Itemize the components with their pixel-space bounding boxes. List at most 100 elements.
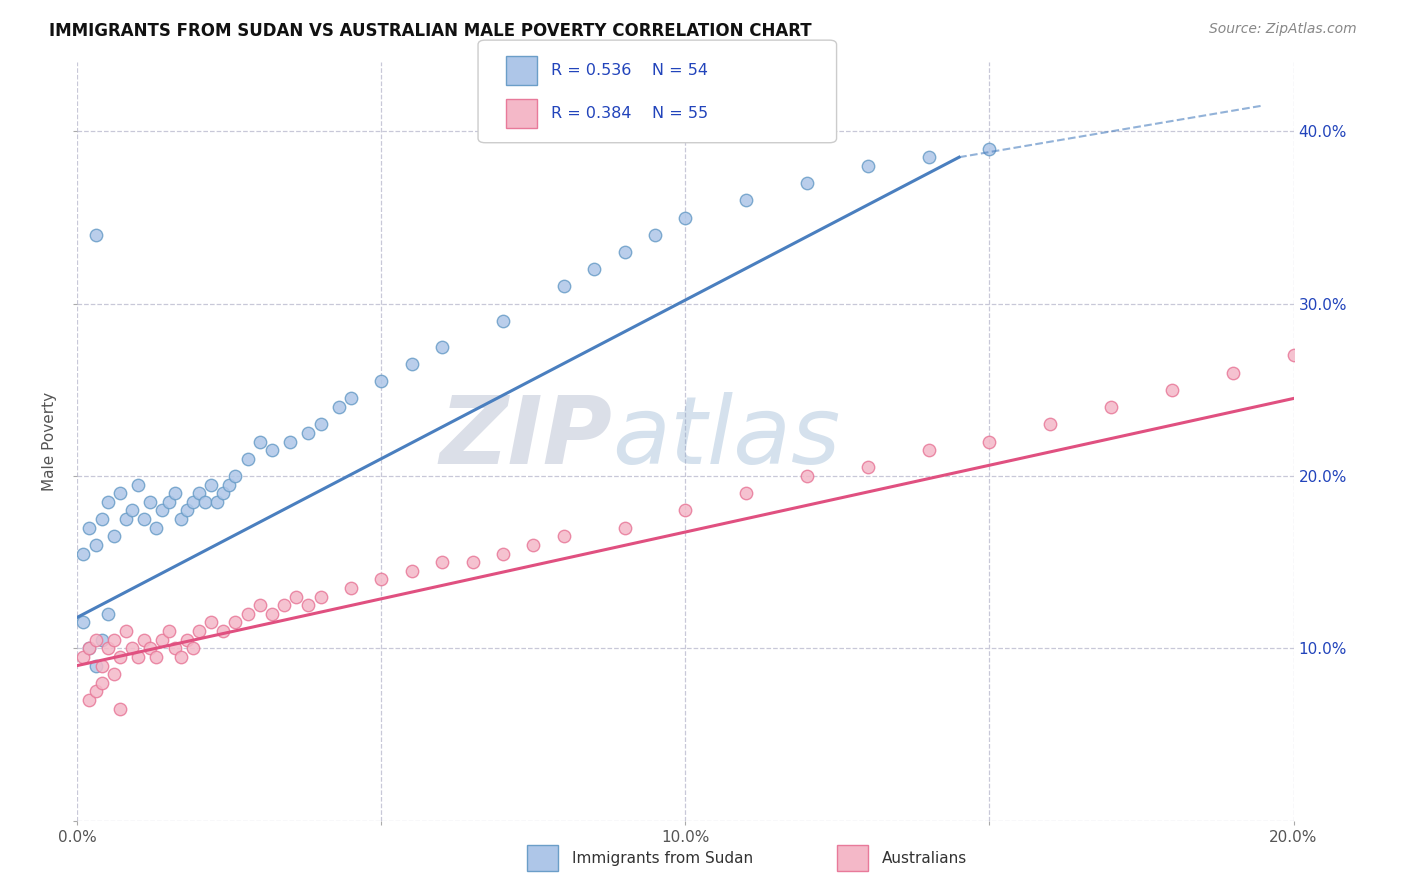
Point [340,581,363,595]
Point [72,615,94,630]
Point [224,469,246,483]
Point [979,434,1001,449]
Text: R = 0.536    N = 54: R = 0.536 N = 54 [551,63,709,78]
Point [735,194,758,208]
Point [236,451,259,466]
Point [97,641,120,656]
Point [188,486,211,500]
Point [176,503,198,517]
Point [163,486,186,500]
Text: R = 0.384    N = 55: R = 0.384 N = 55 [551,106,709,120]
Point [139,495,162,509]
Point [176,632,198,647]
Point [260,443,283,458]
Point [108,649,131,664]
Point [194,495,217,509]
Text: IMMIGRANTS FROM SUDAN VS AUSTRALIAN MALE POVERTY CORRELATION CHART: IMMIGRANTS FROM SUDAN VS AUSTRALIAN MALE… [49,22,811,40]
Point [79,641,101,656]
Point [796,469,818,483]
Point [145,649,167,664]
Point [218,477,240,491]
Point [157,495,180,509]
Point [583,262,606,277]
Point [97,495,120,509]
Point [613,244,636,259]
Y-axis label: Male Poverty: Male Poverty [42,392,58,491]
Point [84,227,107,242]
Point [285,590,308,604]
Point [328,400,350,414]
Text: Source: ZipAtlas.com: Source: ZipAtlas.com [1209,22,1357,37]
Point [297,599,319,613]
Point [97,607,120,621]
Point [152,503,174,517]
Point [1039,417,1062,432]
Point [108,701,131,715]
Point [340,392,363,406]
Point [121,503,143,517]
Point [139,641,162,656]
Point [170,512,193,526]
Point [856,460,879,475]
Point [127,477,149,491]
Point [249,599,271,613]
Point [127,649,149,664]
Point [236,607,259,621]
Point [492,314,515,328]
Point [90,658,112,673]
Point [249,434,271,449]
Point [72,649,94,664]
Point [370,573,392,587]
Point [115,624,138,639]
Point [121,641,143,656]
Point [461,555,484,569]
Point [675,211,697,225]
Point [430,340,453,354]
Point [84,632,107,647]
Point [224,615,246,630]
Point [79,641,101,656]
Point [134,632,156,647]
Point [181,495,204,509]
Point [401,564,423,578]
Point [103,632,125,647]
Point [918,443,941,458]
Point [613,521,636,535]
Point [170,649,193,664]
Text: Australians: Australians [882,851,967,865]
Point [181,641,204,656]
Point [1099,400,1122,414]
Point [522,538,544,552]
Point [212,624,235,639]
Point [103,667,125,681]
Point [644,227,666,242]
Point [90,512,112,526]
Point [79,693,101,707]
Point [72,547,94,561]
Point [735,486,758,500]
Point [297,425,319,440]
Point [856,159,879,173]
Point [918,150,941,164]
Text: atlas: atlas [613,392,841,483]
Point [492,547,515,561]
Point [278,434,301,449]
Point [553,279,575,293]
Point [163,641,186,656]
Point [370,374,392,388]
Point [188,624,211,639]
Point [1282,348,1305,362]
Point [115,512,138,526]
Point [979,142,1001,156]
Text: ZIP: ZIP [440,392,613,483]
Point [134,512,156,526]
Point [205,495,228,509]
Point [675,503,697,517]
Point [90,632,112,647]
Point [200,477,222,491]
Point [200,615,222,630]
Point [553,529,575,543]
Point [401,357,423,371]
Point [84,658,107,673]
Point [108,486,131,500]
